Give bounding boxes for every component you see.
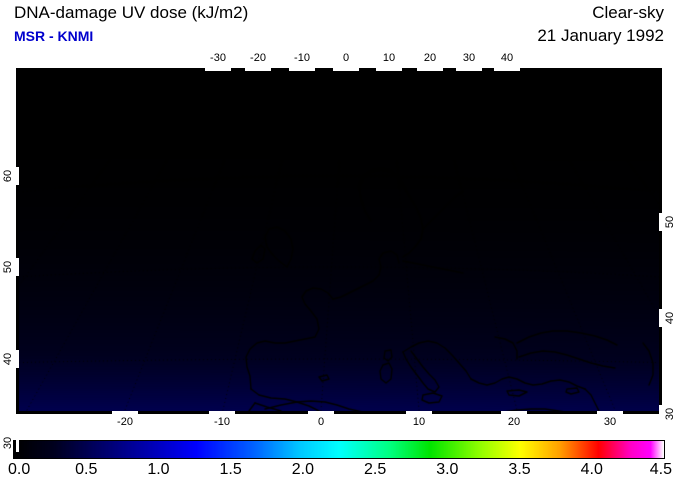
axis-tick-mark [112,411,138,414]
axis-tick-label: -20 [250,52,266,64]
colorbar-tick-label: 3.5 [508,461,531,478]
colorbar-gradient [14,441,664,458]
map-plot-area [16,68,662,414]
axis-tick-label: -30 [210,52,226,64]
colorbar-tick-label: 1.5 [219,461,242,478]
axis-tick-mark [205,68,231,71]
colorbar-tick-label: 4.0 [580,461,603,478]
colorbar-tick-label: 2.0 [291,461,314,478]
axis-tick-mark [501,411,527,414]
colorbar-tick-label: 0.5 [75,461,98,478]
colorbar [13,440,665,459]
axis-tick-label: 40 [2,352,15,366]
axis-tick-label: 10 [382,52,396,64]
axis-tick-mark [16,434,19,452]
axis-tick-mark [659,213,662,231]
axis-tick-label: 40 [500,52,514,64]
axis-tick-mark [597,411,623,414]
uv-dose-heatmap [19,71,659,411]
axis-tick-label: 10 [412,416,426,428]
axis-tick-label: 20 [423,52,437,64]
axis-tick-label: 20 [507,416,521,428]
axis-tick-mark [308,411,334,414]
colorbar-tick-label: 3.0 [436,461,459,478]
page-title: DNA-damage UV dose (kJ/m2) [14,3,249,22]
colorbar-tick-label: 0.0 [8,461,31,478]
axis-tick-label: 60 [2,169,15,183]
axis-tick-label: 40 [664,311,677,325]
axis-tick-mark [376,68,402,71]
axis-tick-mark [333,68,359,71]
axis-tick-label: 50 [2,260,15,274]
axis-tick-label: 50 [664,215,677,229]
colorbar-tick-label: 2.5 [363,461,387,478]
axis-tick-label: 30 [462,52,476,64]
axis-tick-mark [417,68,443,71]
axis-tick-mark [16,258,19,276]
axis-tick-mark [16,350,19,368]
axis-tick-mark [16,167,19,185]
axis-tick-mark [289,68,315,71]
axis-tick-mark [245,68,271,71]
axis-tick-mark [659,309,662,327]
axis-tick-label: 30 [603,416,617,428]
source-label: MSR - KNMI [14,28,94,44]
axis-tick-label: 0 [342,52,350,64]
axis-tick-label: 0 [317,416,325,428]
axis-tick-mark [209,411,235,414]
axis-tick-label: -10 [214,416,230,428]
colorbar-tick-label: 1.0 [147,461,170,478]
date-label: 21 January 1992 [537,26,664,45]
axis-tick-mark [406,411,432,414]
axis-tick-mark [659,405,662,423]
axis-tick-mark [494,68,520,71]
axis-tick-mark [456,68,482,71]
colorbar-tick-label: 4.5 [649,461,672,478]
axis-tick-label: -10 [294,52,310,64]
axis-tick-label: 30 [664,407,677,421]
axis-tick-label: -20 [117,416,133,428]
condition-label: Clear-sky [592,3,664,22]
